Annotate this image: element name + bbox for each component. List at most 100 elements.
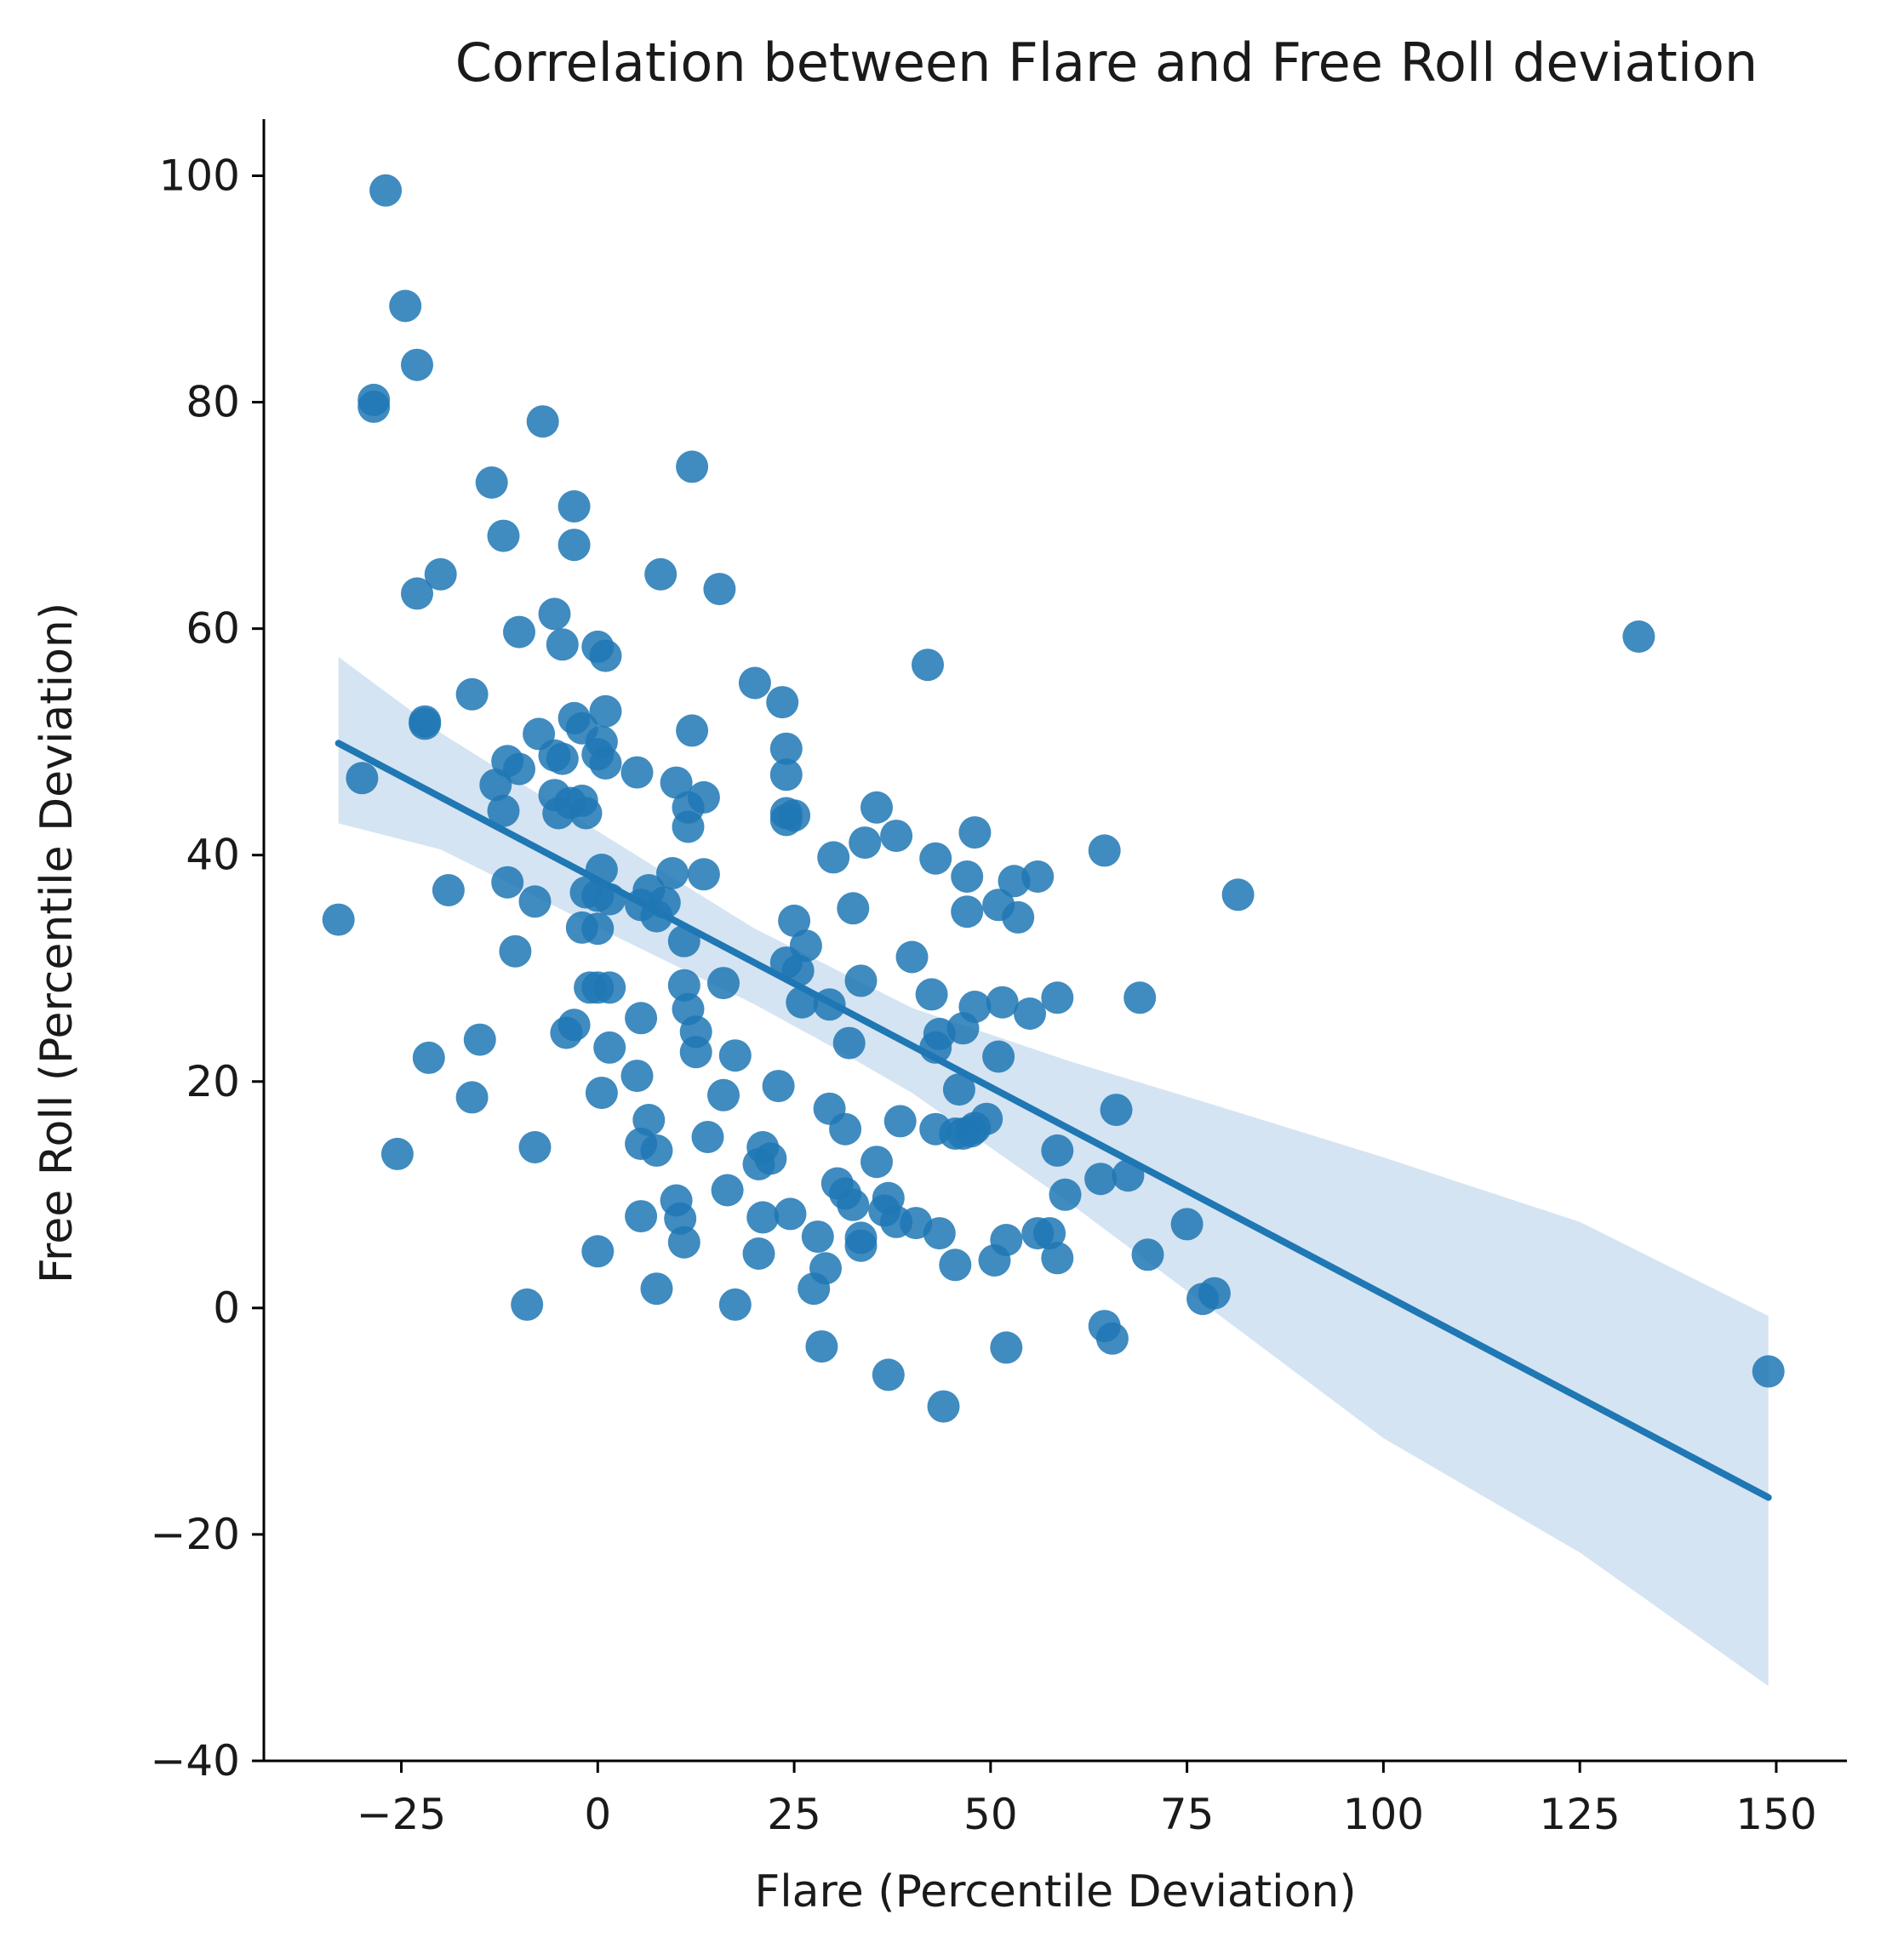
scatter-point <box>401 577 433 610</box>
scatter-point <box>585 1077 618 1110</box>
scatter-point <box>769 803 803 837</box>
y-tick-label: 60 <box>186 604 240 654</box>
scatter-point <box>581 912 615 946</box>
scatter-point <box>518 1131 552 1163</box>
y-tick-label: 100 <box>159 151 240 201</box>
scatter-point <box>769 758 803 791</box>
scatter-point <box>829 1112 862 1146</box>
scatter-point <box>589 694 622 728</box>
scatter-point <box>707 967 740 1000</box>
scatter-point <box>401 348 433 381</box>
x-tick-label: 150 <box>1735 1790 1816 1839</box>
scatter-point <box>711 1174 744 1207</box>
scatter-point <box>1123 981 1157 1014</box>
scatter-point <box>491 866 524 899</box>
scatter-point <box>883 1105 917 1138</box>
scatter-point <box>849 826 882 860</box>
scatter-point <box>769 732 803 765</box>
scatter-point <box>998 865 1031 898</box>
scatter-point <box>546 628 579 661</box>
x-tick-label: 75 <box>1160 1790 1215 1839</box>
scatter-point <box>518 885 552 918</box>
scatter-point <box>455 677 489 711</box>
scatter-point <box>380 1137 414 1170</box>
scatter-point <box>538 597 571 631</box>
scatter-point <box>526 405 559 438</box>
scatter-point <box>762 1070 795 1103</box>
scatter-point <box>625 1002 658 1035</box>
scatter-point <box>707 1078 740 1111</box>
scatter-point <box>837 892 870 925</box>
scatter-point <box>687 858 720 891</box>
scatter-point <box>463 1023 496 1056</box>
scatter-point <box>939 1249 972 1282</box>
scatter-point <box>1095 1322 1129 1355</box>
y-tick-label: −20 <box>150 1510 240 1559</box>
y-tick-label: 40 <box>186 831 240 880</box>
x-tick-label: 0 <box>584 1790 611 1839</box>
regression-line <box>334 740 1772 1501</box>
scatter-point <box>1088 834 1121 867</box>
scatter-point <box>499 934 532 968</box>
scatter-point <box>742 1237 775 1270</box>
scatter-point <box>589 747 622 780</box>
scatter-point <box>455 1081 489 1114</box>
y-ticks: −40 −20 0 20 40 60 80 100 <box>150 151 264 1786</box>
scatter-point <box>557 529 591 562</box>
points-layer <box>322 174 1785 1423</box>
y-tick-label: 80 <box>186 378 240 427</box>
scatter-point <box>1221 878 1255 911</box>
scatter-point <box>718 1039 752 1072</box>
y-tick-label: −40 <box>150 1736 240 1786</box>
scatter-point <box>369 174 403 207</box>
scatter-point <box>951 895 984 929</box>
scatter-point <box>550 1016 583 1049</box>
scatter-point <box>746 1201 780 1234</box>
scatter-point <box>432 874 465 906</box>
scatter-point <box>860 1146 893 1179</box>
x-ticks: −25 0 25 50 75 100 125 150 <box>357 1761 1817 1839</box>
scatter-point <box>978 1244 1011 1277</box>
scatter-point <box>667 969 700 1002</box>
scatter-point <box>813 988 846 1021</box>
scatter-point <box>503 615 535 649</box>
scatter-point <box>593 883 626 916</box>
scatter-point <box>620 756 654 789</box>
scatter-point <box>742 1147 775 1180</box>
scatter-point <box>412 1041 445 1074</box>
scatter-point <box>798 1272 831 1306</box>
scatter-point <box>927 1390 960 1423</box>
scatter-point <box>487 794 520 827</box>
scatter-point <box>718 1288 752 1321</box>
scatter-point <box>557 490 591 523</box>
scatter-point <box>487 519 520 552</box>
scatter-point <box>942 1073 975 1106</box>
axes-layer <box>262 119 1847 1763</box>
scatter-point <box>919 1031 952 1064</box>
scatter-point <box>475 466 508 499</box>
scatter-point <box>990 1331 1023 1364</box>
scatter-point <box>1131 1238 1164 1271</box>
scatter-point <box>982 1040 1015 1073</box>
scatter-point <box>912 649 944 682</box>
y-axis-title: Free Roll (Percentile Deviation) <box>31 603 83 1283</box>
scatter-point <box>667 924 700 957</box>
scatter-point <box>389 289 422 323</box>
scatter-point <box>1049 1178 1082 1211</box>
scatter-point <box>625 1200 658 1233</box>
scatter-point <box>424 557 457 591</box>
scatter-point <box>656 857 689 889</box>
scatter-point <box>546 742 579 775</box>
scatter-point <box>672 810 705 843</box>
regression-line-layer <box>334 740 1772 1501</box>
x-tick-label: 125 <box>1539 1790 1620 1839</box>
scatter-point <box>593 1031 626 1064</box>
scatter-point <box>1752 1355 1785 1388</box>
scatter-point <box>919 842 952 875</box>
scatter-point <box>664 1202 697 1235</box>
x-tick-label: −25 <box>357 1790 447 1839</box>
scatter-point <box>589 639 622 672</box>
x-tick-label: 50 <box>963 1790 1018 1839</box>
scatter-point <box>1041 981 1074 1014</box>
scatter-point <box>774 1197 807 1231</box>
